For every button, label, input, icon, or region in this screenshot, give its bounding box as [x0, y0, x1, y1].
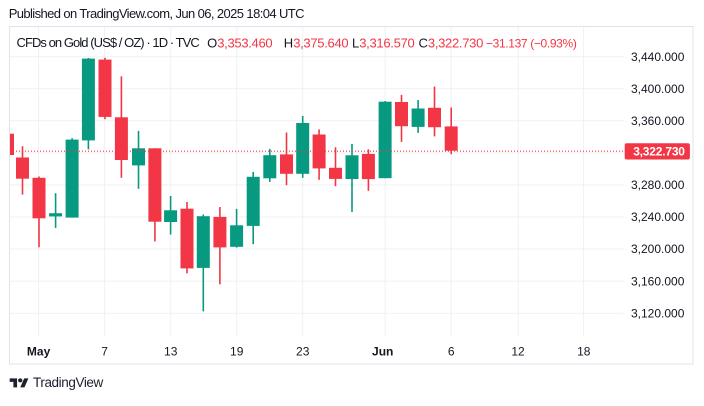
svg-text:CFDs on Gold (US$ / OZ) · 1D ·: CFDs on Gold (US$ / OZ) · 1D · TVC — [17, 35, 200, 50]
svg-text:3,240.000: 3,240.000 — [631, 210, 685, 224]
svg-text:13: 13 — [164, 345, 178, 359]
svg-text:O3,353.460: O3,353.460 — [207, 35, 272, 50]
svg-text:3,280.000: 3,280.000 — [631, 178, 685, 192]
svg-text:23: 23 — [296, 345, 310, 359]
svg-text:3,400.000: 3,400.000 — [631, 82, 685, 96]
svg-text:TradingView: TradingView — [33, 375, 104, 390]
svg-text:L3,316.570: L3,316.570 — [352, 35, 414, 50]
svg-text:Published on TradingView.com,: Published on TradingView.com, Jun 06, 20… — [9, 6, 304, 21]
svg-text:3,160.000: 3,160.000 — [631, 274, 685, 288]
svg-text:3,200.000: 3,200.000 — [631, 242, 685, 256]
svg-text:7: 7 — [101, 345, 108, 359]
svg-text:12: 12 — [511, 345, 525, 359]
svg-text:−31.137 (−0.93%): −31.137 (−0.93%) — [486, 36, 577, 50]
svg-text:Jun: Jun — [372, 345, 393, 359]
svg-text:18: 18 — [577, 345, 591, 359]
svg-text:3,360.000: 3,360.000 — [631, 114, 685, 128]
svg-text:May: May — [27, 345, 51, 359]
svg-text:3,440.000: 3,440.000 — [631, 50, 685, 64]
svg-text:C3,322.730: C3,322.730 — [419, 35, 484, 50]
svg-text:19: 19 — [230, 345, 244, 359]
svg-text:6: 6 — [448, 345, 455, 359]
svg-text:3,120.000: 3,120.000 — [631, 306, 685, 320]
svg-text:H3,375.640: H3,375.640 — [284, 35, 349, 50]
svg-text:3,322.730: 3,322.730 — [633, 145, 685, 159]
